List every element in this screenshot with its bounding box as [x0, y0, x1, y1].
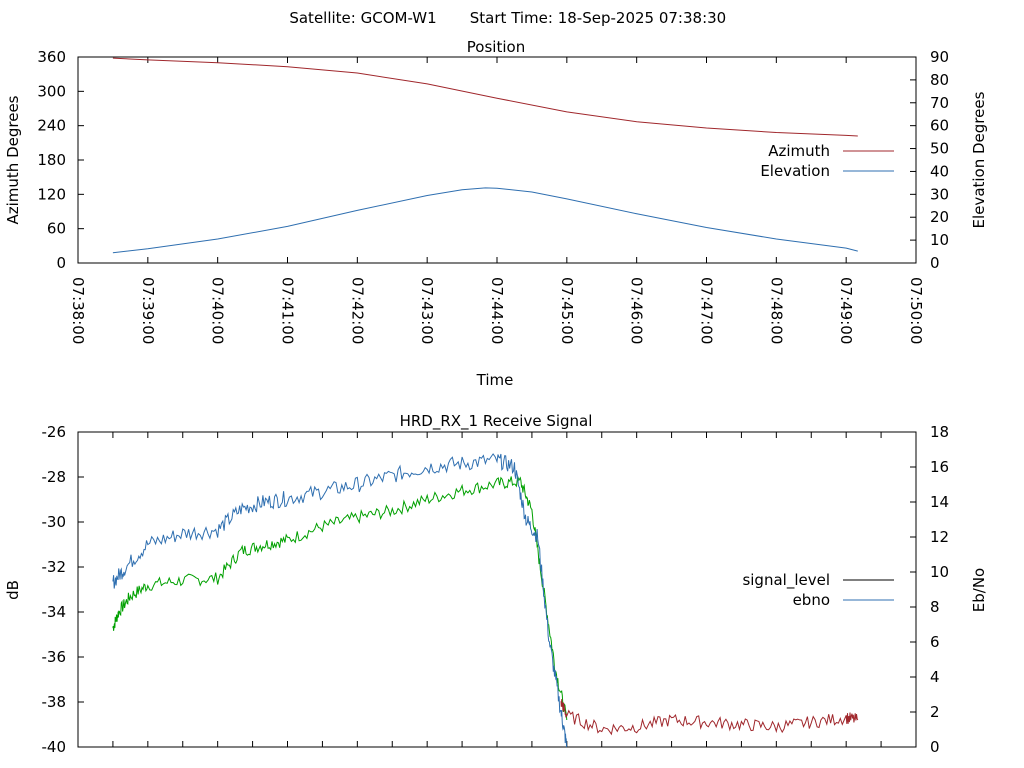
- x-tick-label: 07:40:00: [209, 277, 227, 344]
- series-line-residual-2: [560, 699, 859, 736]
- legend-label: ebno: [793, 591, 830, 609]
- x-tick-label: 07:48:00: [767, 277, 785, 344]
- y2-tick-label: 70: [930, 94, 949, 112]
- y-tick-label: -38: [42, 693, 67, 711]
- legend-label: Elevation: [760, 162, 830, 180]
- header-satellite: Satellite: GCOM-W1: [289, 9, 436, 27]
- y-tick-label: -34: [42, 603, 67, 621]
- y2-tick-label: 16: [930, 458, 949, 476]
- y2-tick-label: 10: [930, 231, 949, 249]
- y2-tick-label: 20: [930, 208, 949, 226]
- header-start-time: Start Time: 18-Sep-2025 07:38:30: [470, 9, 726, 27]
- x-tick-label: 07:44:00: [488, 277, 506, 344]
- series-line-ebno: [112, 453, 568, 748]
- y2-tick-label: 50: [930, 140, 949, 158]
- y2-tick-label: 10: [930, 563, 949, 581]
- x-tick-label: 07:41:00: [279, 277, 297, 344]
- y2-tick-label: 2: [930, 703, 940, 721]
- y2-tick-label: 30: [930, 185, 949, 203]
- series-line-Azimuth: [112, 57, 858, 137]
- y-tick-label: 300: [37, 82, 66, 100]
- y2-tick-label: 90: [930, 48, 949, 66]
- signal-chart-ylabel: dB: [4, 580, 22, 600]
- y2-tick-label: 18: [930, 423, 949, 441]
- y-tick-label: 360: [37, 48, 66, 66]
- x-tick-label: 07:46:00: [628, 277, 646, 344]
- y2-tick-label: 80: [930, 71, 949, 89]
- y-tick-label: -40: [42, 738, 67, 756]
- y-tick-label: 120: [37, 185, 66, 203]
- series-line-Elevation: [112, 187, 858, 254]
- y-tick-label: -30: [42, 513, 67, 531]
- y2-tick-label: 12: [930, 528, 949, 546]
- x-tick-label: 07:39:00: [139, 277, 157, 344]
- y-tick-label: -32: [42, 558, 67, 576]
- legend-label: Azimuth: [768, 142, 830, 160]
- signal-chart-y2label: Eb/No: [970, 568, 988, 612]
- position-chart-frame: [77, 56, 917, 264]
- x-tick-label: 07:38:00: [69, 277, 87, 344]
- y2-tick-label: 14: [930, 493, 949, 511]
- y2-tick-label: 0: [930, 738, 940, 756]
- y2-tick-label: 8: [930, 598, 940, 616]
- x-tick-label: 07:49:00: [837, 277, 855, 344]
- position-chart-ylabel: Azimuth Degrees: [4, 95, 22, 224]
- x-tick-label: 07:42:00: [348, 277, 366, 344]
- y2-tick-label: 0: [930, 254, 940, 272]
- y2-tick-label: 60: [930, 117, 949, 135]
- signal-chart-title: HRD_RX_1 Receive Signal: [400, 412, 593, 431]
- x-tick-label: 07:47:00: [698, 277, 716, 344]
- y2-tick-label: 6: [930, 633, 940, 651]
- x-tick-label: 07:43:00: [418, 277, 436, 344]
- x-tick-label: 07:45:00: [558, 277, 576, 344]
- y-tick-label: -36: [42, 648, 67, 666]
- y-tick-label: 180: [37, 151, 66, 169]
- y-tick-label: 240: [37, 117, 66, 135]
- legend-label: signal_level: [742, 571, 830, 590]
- series-line-signal_level: [112, 476, 568, 721]
- y2-tick-label: 4: [930, 668, 940, 686]
- y-tick-label: 60: [47, 220, 66, 238]
- position-chart-title: Position: [467, 38, 525, 56]
- x-tick-label: 07:50:00: [907, 277, 925, 344]
- y2-tick-label: 40: [930, 162, 949, 180]
- y-tick-label: 0: [56, 254, 66, 272]
- y-tick-label: -28: [42, 468, 67, 486]
- signal-chart: HRD_RX_1 Receive Signal dB Eb/No -40 -38 -…: [4, 412, 988, 756]
- position-chart: Position Azimuth Degrees Elevation Degre…: [4, 38, 988, 389]
- position-chart-xlabel: Time: [476, 371, 514, 389]
- y-tick-label: -26: [42, 423, 67, 441]
- position-chart-y2label: Elevation Degrees: [970, 91, 988, 228]
